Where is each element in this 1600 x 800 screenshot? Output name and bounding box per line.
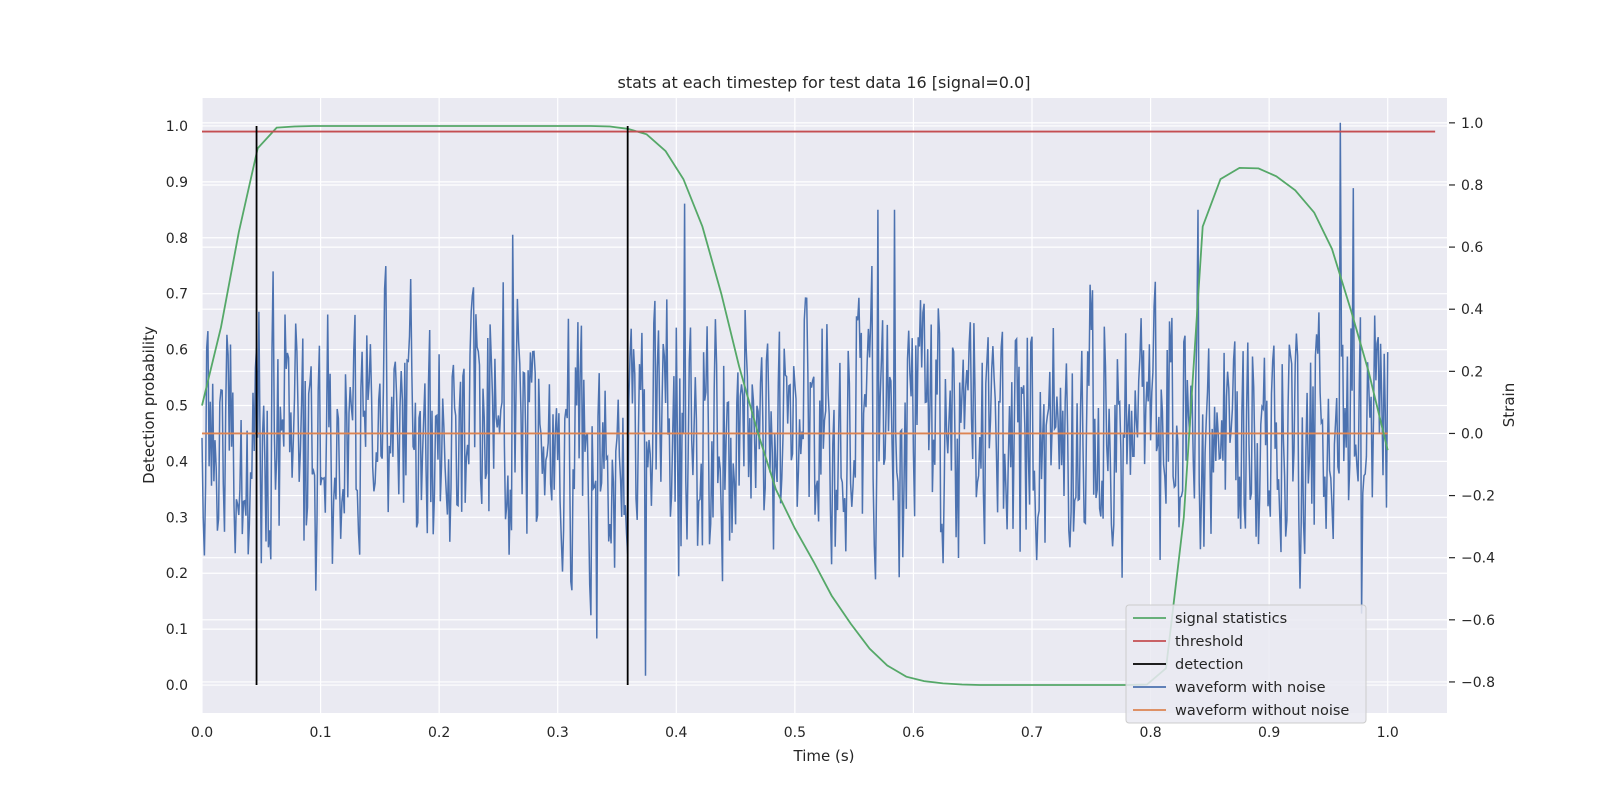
series-signal-statistics [201, 125, 1389, 686]
y2-tick-label: 0.6 [1461, 240, 1483, 256]
y-tick-label: 0.2 [166, 566, 188, 582]
y-tick-label: 0.1 [166, 622, 188, 638]
y2-tick-label: 0.8 [1461, 178, 1483, 194]
x-tick-label: 0.3 [547, 725, 569, 741]
y2-tick-label: 0.2 [1461, 364, 1483, 380]
y-tick-label: 0.6 [166, 343, 188, 359]
y-tick-label: 0.5 [166, 399, 188, 415]
axes: 0.0 0.1 0.2 0.3 0.4 0.5 0.6 0.7 0.8 0.9 1.0 0.0 0.1 0… [166, 116, 1495, 741]
y-tick-label: 0.8 [166, 231, 188, 247]
x-tick-label: 0.8 [1139, 725, 1161, 741]
x-tick-label: 0.7 [1021, 725, 1043, 741]
legend-label: signal statistics [1175, 611, 1287, 627]
x-tick-label: 0.6 [902, 725, 924, 741]
y2-tick-label: 0.4 [1461, 302, 1483, 318]
y2-tick-label: −0.4 [1461, 551, 1495, 567]
x-tick-label: 0.1 [309, 725, 331, 741]
x-tick-label: 0.9 [1258, 725, 1280, 741]
y2-tick-label: 1.0 [1461, 116, 1483, 132]
y-tick-label: 0.4 [166, 454, 188, 470]
legend-label: waveform with noise [1175, 680, 1326, 696]
chart-title: stats at each timestep for test data 16 … [618, 73, 1031, 92]
legend-box [1125, 604, 1367, 724]
legend-label: waveform without noise [1175, 703, 1349, 719]
y-tick-label: 0.0 [166, 678, 188, 694]
x-tick-label: 0.2 [428, 725, 450, 741]
y2-tick-label: −0.2 [1461, 489, 1495, 505]
x-axis-label: Time (s) [793, 747, 855, 765]
x-tick-label: 0.0 [191, 725, 213, 741]
y2-tick-label: −0.6 [1461, 613, 1495, 629]
x-tick-label: 0.5 [784, 725, 806, 741]
legend-label: threshold [1175, 634, 1243, 650]
y-tick-label: 0.3 [166, 510, 188, 526]
x-tick-label: 0.4 [665, 725, 687, 741]
y2-tick-label: −0.8 [1461, 675, 1495, 691]
y2-axis-label: Strain [1500, 383, 1518, 427]
legend: signal statistics threshold detection wavef… [1125, 604, 1367, 724]
series-layer [201, 122, 1436, 686]
y-tick-label: 0.7 [166, 287, 188, 303]
x-tick-label: 1.0 [1377, 725, 1399, 741]
y-tick-label: 0.9 [166, 175, 188, 191]
y-axis-label: Detection probability [140, 326, 158, 484]
legend-label: detection [1175, 657, 1243, 673]
y2-tick-label: 0.0 [1461, 426, 1483, 442]
y-tick-label: 1.0 [166, 119, 188, 135]
